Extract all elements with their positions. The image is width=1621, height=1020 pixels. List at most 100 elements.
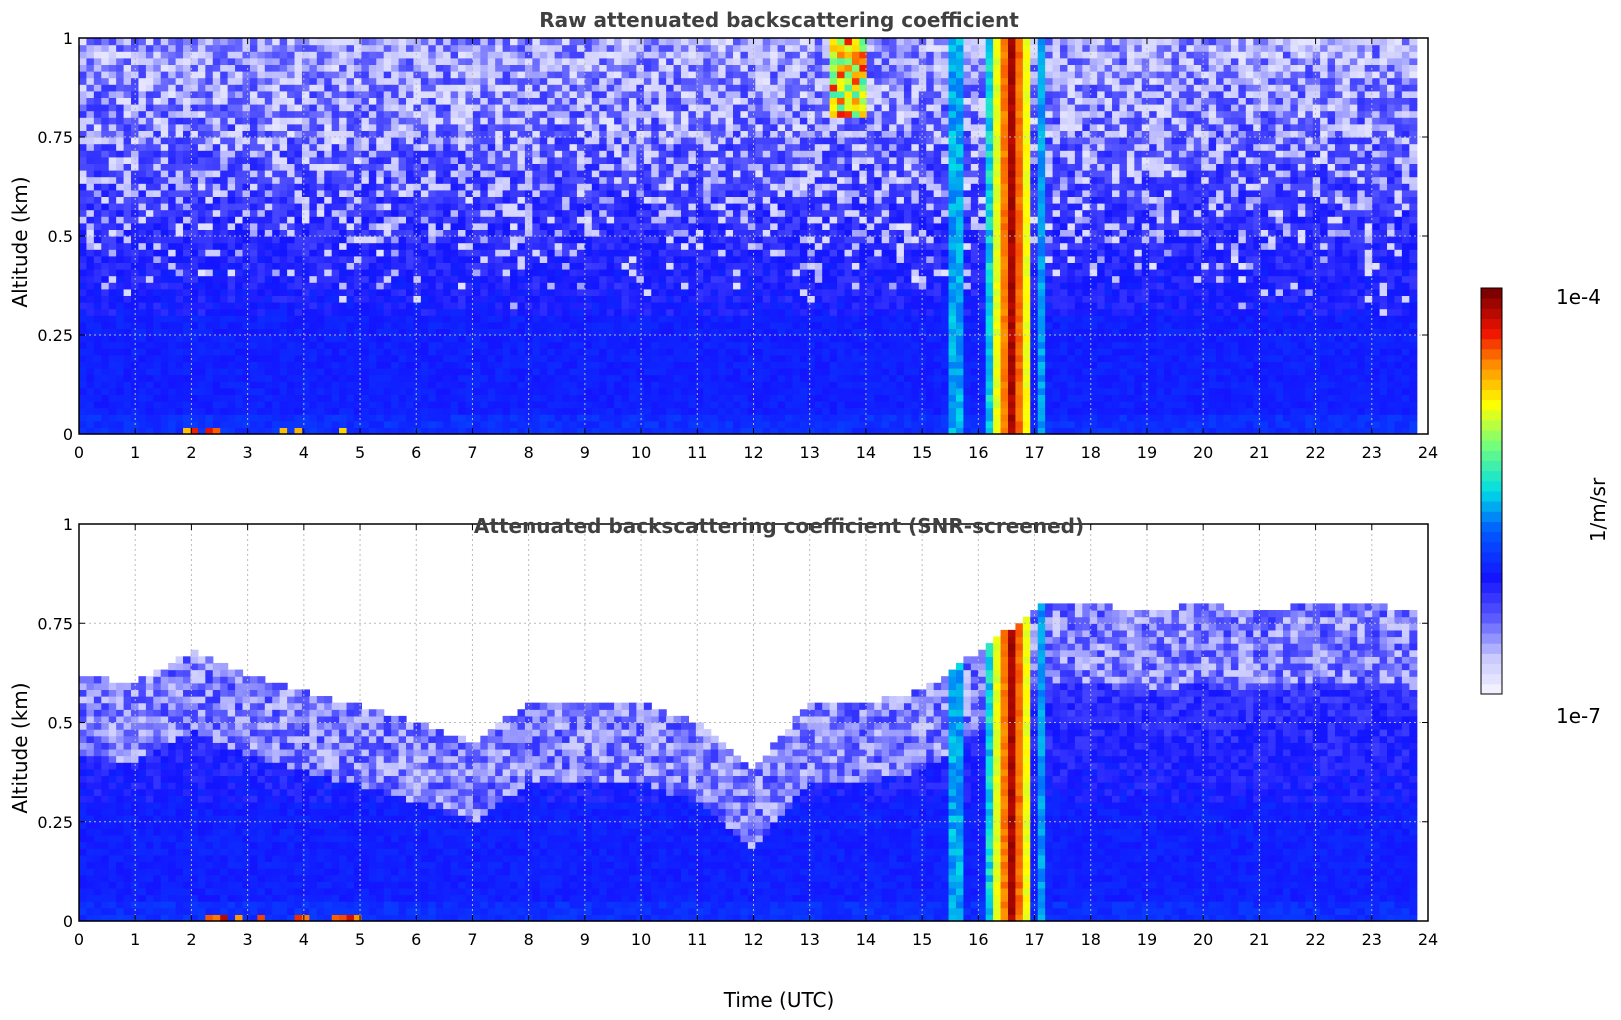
heatmap-cell <box>361 137 370 145</box>
heatmap-cell <box>212 110 221 118</box>
heatmap-cell <box>666 341 675 349</box>
heatmap-cell <box>227 64 236 72</box>
heatmap-cell <box>599 209 608 217</box>
heatmap-cell <box>287 71 296 79</box>
heatmap-cell <box>517 77 526 85</box>
heatmap-cell <box>666 420 675 428</box>
heatmap-cell <box>257 209 266 217</box>
heatmap-cell <box>316 57 325 65</box>
heatmap-cell <box>517 348 526 356</box>
heatmap-cell <box>666 44 675 52</box>
heatmap-cell <box>331 262 340 270</box>
heatmap-cell <box>636 150 645 158</box>
heatmap-cell <box>673 176 682 184</box>
heatmap-cell <box>480 242 489 250</box>
heatmap-cell <box>614 414 623 422</box>
heatmap-cell <box>420 77 429 85</box>
heatmap-cell <box>480 77 489 85</box>
heatmap-cell <box>197 183 206 191</box>
heatmap-cell <box>235 123 244 131</box>
heatmap-cell <box>643 249 652 257</box>
heatmap-cell <box>562 183 571 191</box>
heatmap-cell <box>576 77 585 85</box>
heatmap-cell <box>339 150 348 158</box>
heatmap-cell <box>205 302 214 310</box>
heatmap-cell <box>101 222 110 230</box>
heatmap-cell <box>212 288 221 296</box>
heatmap-cell <box>495 143 504 151</box>
heatmap-cell <box>353 38 363 46</box>
heatmap-cell <box>183 249 192 257</box>
heatmap-cell <box>539 321 548 329</box>
heatmap-cell <box>480 229 489 237</box>
heatmap-cell <box>517 222 526 230</box>
heatmap-cell <box>651 354 660 362</box>
heatmap-cell <box>658 275 667 283</box>
heatmap-cell <box>108 374 117 382</box>
heatmap-cell <box>591 64 600 72</box>
heatmap-cell <box>101 77 110 85</box>
heatmap-cell <box>524 288 533 296</box>
heatmap-cell <box>643 117 652 125</box>
heatmap-cell <box>599 84 608 92</box>
heatmap-cell <box>614 262 623 270</box>
heatmap-cell <box>628 321 637 329</box>
heatmap-cell <box>79 137 88 145</box>
heatmap-cell <box>413 90 422 98</box>
heatmap-cell <box>450 110 459 118</box>
heatmap-cell <box>353 130 363 138</box>
heatmap-cell <box>190 117 199 125</box>
heatmap-cell <box>495 170 504 178</box>
heatmap-cell <box>309 348 318 356</box>
heatmap-cell <box>212 354 221 362</box>
heatmap-cell <box>212 209 221 217</box>
heatmap-cell <box>316 137 325 145</box>
heatmap-cell <box>614 84 623 92</box>
heatmap-cell <box>257 176 266 184</box>
heatmap-cell <box>168 368 177 376</box>
heatmap-cell <box>458 387 467 395</box>
heatmap-cell <box>131 84 140 92</box>
heatmap-cell <box>227 282 236 290</box>
heatmap-cell <box>695 374 704 382</box>
heatmap-cell <box>614 242 623 250</box>
heatmap-panel-1: 0 1 2 3 4 5 6 7 8 9 10 11 12 13 14 15 16 17 18 19 20 21 22 23 24… <box>37 29 1438 462</box>
heatmap-cell <box>628 262 637 270</box>
heatmap-cell <box>79 348 88 356</box>
heatmap-cell <box>413 183 422 191</box>
heatmap-cell <box>212 84 221 92</box>
heatmap-cell <box>420 282 429 290</box>
heatmap-cell <box>413 341 422 349</box>
heatmap-cell <box>391 255 400 263</box>
heatmap-cell <box>368 275 377 283</box>
heatmap-cell <box>487 196 496 204</box>
heatmap-cell <box>487 110 496 118</box>
heatmap-cell <box>651 308 660 316</box>
heatmap-cell <box>554 420 563 428</box>
heatmap-cell <box>294 64 303 72</box>
heatmap-cell <box>264 117 273 125</box>
heatmap-cell <box>420 203 429 211</box>
heatmap-cell <box>235 90 244 98</box>
heatmap-cell <box>108 44 117 52</box>
heatmap-cell <box>569 427 578 435</box>
heatmap-cell <box>695 387 704 395</box>
heatmap-cell <box>420 387 429 395</box>
heatmap-cell <box>658 361 667 369</box>
heatmap-cell <box>688 368 697 376</box>
heatmap-cell <box>606 321 615 329</box>
heatmap-cell <box>287 427 296 435</box>
heatmap-cell <box>353 308 363 316</box>
heatmap-cell <box>145 401 154 409</box>
heatmap-cell <box>331 84 340 92</box>
heatmap-cell <box>242 328 251 336</box>
heatmap-cell <box>301 196 310 204</box>
heatmap-cell <box>406 97 415 105</box>
heatmap-cell <box>324 420 333 428</box>
heatmap-cell <box>376 288 385 296</box>
heatmap-cell <box>606 361 615 369</box>
heatmap-cell <box>353 117 363 125</box>
heatmap-cell <box>376 57 385 65</box>
heatmap-cell <box>584 156 593 164</box>
heatmap-cell <box>651 84 660 92</box>
